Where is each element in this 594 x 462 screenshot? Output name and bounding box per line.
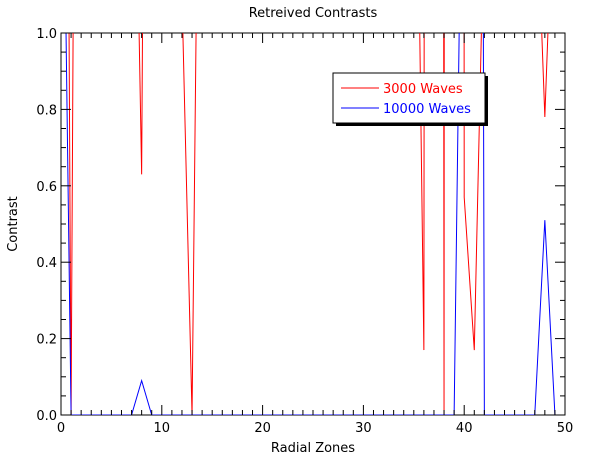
x-tick-label: 20 <box>254 421 271 436</box>
y-axis-label: Contrast <box>6 196 21 252</box>
x-tick-label: 30 <box>355 421 372 436</box>
legend-box <box>332 72 486 124</box>
y-tick-label: 0.8 <box>36 103 57 118</box>
x-tick-label: 40 <box>456 421 473 436</box>
y-tick-label: 1.0 <box>36 27 57 42</box>
x-tick-label: 0 <box>57 421 65 436</box>
y-tick-label: 0.0 <box>36 409 57 424</box>
legend-label: 10000 Waves <box>383 102 471 117</box>
series-line <box>65 33 556 415</box>
plot-area <box>65 33 556 415</box>
legend-label: 3000 Waves <box>383 82 463 97</box>
x-tick-label: 10 <box>154 421 171 436</box>
x-tick-label: 50 <box>557 421 574 436</box>
series-line <box>68 33 549 415</box>
y-tick-label: 0.2 <box>36 333 57 348</box>
plot-frame <box>60 32 566 416</box>
y-tick-label: 0.6 <box>36 180 57 195</box>
x-axis-label: Radial Zones <box>271 441 355 456</box>
chart-title: Retreived Contrasts <box>249 6 378 21</box>
y-tick-label: 0.4 <box>36 256 57 271</box>
